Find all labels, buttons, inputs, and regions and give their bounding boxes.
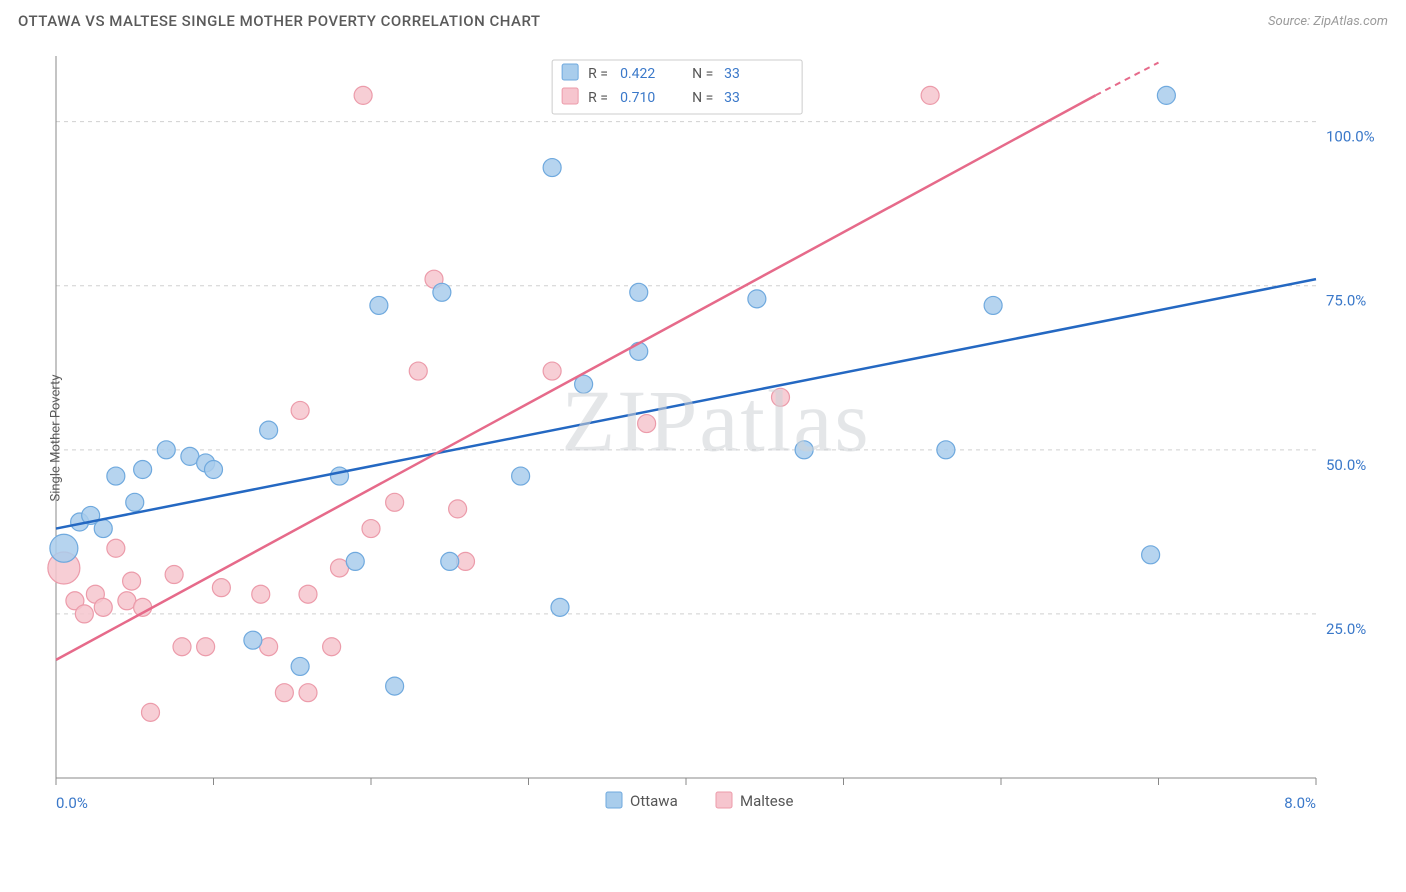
- series-legend: Ottawa Maltese: [606, 792, 794, 810]
- y-tick-label: 75.0%: [1326, 292, 1366, 310]
- legend-r-label: R =: [588, 66, 608, 82]
- ottawa-point: [50, 534, 78, 562]
- ottawa-point: [937, 441, 955, 459]
- maltese-trendline: [56, 95, 1096, 659]
- ottawa-swatch-icon: [606, 792, 622, 808]
- maltese-point: [165, 566, 183, 584]
- legend-n-label: N =: [692, 90, 713, 106]
- ottawa-point: [260, 421, 278, 439]
- ottawa-point: [107, 467, 125, 485]
- legend-n-value: 33: [724, 66, 740, 82]
- ottawa-point: [386, 677, 404, 695]
- maltese-point: [921, 86, 939, 104]
- ottawa-point: [795, 441, 813, 459]
- maltese-trendline-dash: [1096, 63, 1159, 96]
- ottawa-point: [126, 493, 144, 511]
- legend-r-label: R =: [588, 90, 608, 106]
- y-tick-label: 100.0%: [1326, 128, 1375, 146]
- maltese-point: [323, 638, 341, 656]
- maltese-point: [299, 684, 317, 702]
- ottawa-point: [512, 467, 530, 485]
- ottawa-point: [157, 441, 175, 459]
- ottawa-point: [346, 552, 364, 570]
- ottawa-point: [331, 467, 349, 485]
- maltese-point: [409, 362, 427, 380]
- ottawa-point: [134, 461, 152, 479]
- legend-r-value: 0.422: [620, 66, 655, 82]
- maltese-swatch-icon: [562, 88, 578, 104]
- maltese-point: [142, 703, 160, 721]
- ottawa-point: [441, 552, 459, 570]
- maltese-point: [354, 86, 372, 104]
- chart-title: OTTAWA VS MALTESE SINGLE MOTHER POVERTY …: [18, 12, 541, 30]
- maltese-point: [362, 520, 380, 538]
- ottawa-point: [984, 296, 1002, 314]
- ottawa-swatch-icon: [562, 64, 578, 80]
- maltese-point: [123, 572, 141, 590]
- source-label: Source: ZipAtlas.com: [1268, 14, 1388, 29]
- legend-n-value: 33: [724, 90, 740, 106]
- legend-n-label: N =: [692, 66, 713, 82]
- legend-series-label: Maltese: [740, 792, 794, 810]
- maltese-point: [449, 500, 467, 518]
- maltese-point: [252, 585, 270, 603]
- maltese-point: [638, 415, 656, 433]
- maltese-swatch-icon: [716, 792, 732, 808]
- y-axis-label: Single Mother Poverty: [49, 374, 64, 501]
- maltese-point: [291, 401, 309, 419]
- ottawa-point: [370, 296, 388, 314]
- chart-container: Single Mother Poverty ZIPatlas 25.0%50.0…: [46, 48, 1386, 828]
- ottawa-point: [748, 290, 766, 308]
- ottawa-point: [94, 520, 112, 538]
- maltese-point: [75, 605, 93, 623]
- ottawa-point: [433, 283, 451, 301]
- ottawa-point: [205, 461, 223, 479]
- x-tick-label: 8.0%: [1284, 794, 1316, 812]
- ottawa-point: [630, 342, 648, 360]
- scatter-plot: 25.0% 50.0% 75.0% 100.0% 0.0% 8.0% R = 0.422 N =…: [46, 48, 1386, 828]
- y-tick-label: 25.0%: [1326, 620, 1366, 638]
- maltese-point: [772, 388, 790, 406]
- ottawa-point: [1157, 86, 1175, 104]
- legend-series-label: Ottawa: [630, 792, 678, 810]
- ottawa-point: [543, 159, 561, 177]
- ottawa-point: [244, 631, 262, 649]
- x-tick-label: 0.0%: [56, 794, 88, 812]
- maltese-point: [299, 585, 317, 603]
- y-tick-label: 50.0%: [1326, 456, 1366, 474]
- maltese-point: [173, 638, 191, 656]
- maltese-point: [94, 598, 112, 616]
- ottawa-point: [291, 657, 309, 675]
- maltese-point: [386, 493, 404, 511]
- legend-r-value: 0.710: [620, 90, 655, 106]
- maltese-point: [543, 362, 561, 380]
- maltese-point: [197, 638, 215, 656]
- ottawa-point: [1142, 546, 1160, 564]
- maltese-point: [275, 684, 293, 702]
- maltese-point: [212, 579, 230, 597]
- ottawa-point: [630, 283, 648, 301]
- ottawa-point: [551, 598, 569, 616]
- maltese-point: [107, 539, 125, 557]
